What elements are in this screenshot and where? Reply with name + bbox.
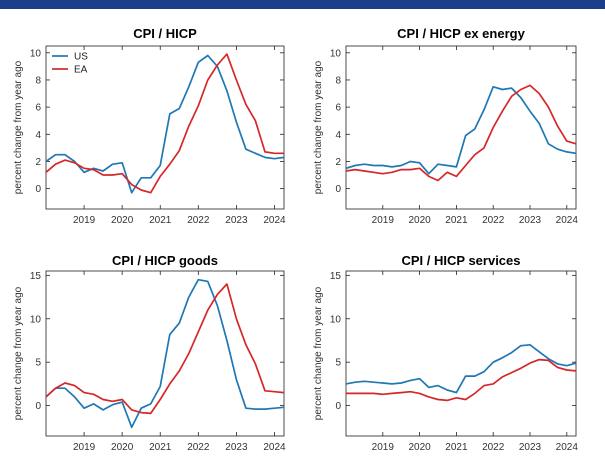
y-tick-label: 0	[335, 401, 341, 412]
x-tick-label: 2020	[408, 215, 431, 226]
chart-panel: CPI / HICP services percent change from y…	[313, 253, 578, 453]
x-tick-label: 2019	[372, 442, 395, 453]
x-tick-label: 2024	[263, 442, 286, 453]
x-tick-label: 2020	[111, 215, 134, 226]
plot-frame	[45, 45, 285, 210]
x-tick-label: 2021	[445, 442, 468, 453]
x-tick-label: 2022	[482, 442, 505, 453]
series-line-ea	[346, 358, 577, 402]
chart-title: CPI / HICP	[133, 26, 197, 41]
y-tick-label: 15	[30, 271, 42, 282]
legend-label: US	[74, 52, 88, 63]
x-tick-label: 2024	[263, 215, 286, 226]
x-tick-label: 2019	[73, 442, 96, 453]
chart-panel: CPI / HICP percent change from year ago 0 2…	[13, 26, 286, 226]
y-tick-label: 5	[35, 358, 41, 369]
series-line-us	[45, 278, 285, 429]
y-tick-label: 0	[35, 184, 41, 195]
y-tick-label: 6	[335, 103, 341, 114]
x-tick-label: 2020	[408, 442, 431, 453]
x-tick-label: 2023	[225, 442, 248, 453]
y-tick-label: 8	[35, 75, 41, 86]
series-line-us	[345, 85, 577, 175]
y-axis-label: percent change from year ago	[313, 60, 324, 194]
x-tick-label: 2024	[556, 442, 579, 453]
y-tick-label: 2	[35, 157, 41, 168]
chart-title: CPI / HICP services	[402, 253, 521, 268]
y-tick-label: 5	[335, 358, 341, 369]
series-line-ea	[345, 84, 577, 182]
y-tick-label: 4	[35, 130, 41, 141]
x-tick-label: 2023	[519, 215, 542, 226]
y-tick-label: 8	[335, 75, 341, 86]
plot-frame	[345, 270, 577, 437]
y-tick-label: 4	[335, 130, 341, 141]
chart-title: CPI / HICP goods	[112, 253, 218, 268]
chart-panel: CPI / HICP goods percent change from year…	[13, 253, 286, 453]
x-tick-label: 2021	[149, 442, 172, 453]
y-axis-label: percent change from year ago	[13, 286, 24, 420]
chart-panel: CPI / HICP ex energy percent change from …	[313, 26, 578, 226]
y-tick-label: 10	[330, 48, 342, 59]
y-tick-label: 15	[330, 271, 342, 282]
x-tick-label: 2023	[519, 442, 542, 453]
x-tick-label: 2023	[225, 215, 248, 226]
y-tick-label: 0	[35, 401, 41, 412]
x-tick-label: 2021	[149, 215, 172, 226]
y-tick-label: 10	[330, 314, 342, 325]
x-tick-label: 2024	[556, 215, 579, 226]
legend-label: EA	[74, 65, 88, 76]
x-tick-label: 2021	[445, 215, 468, 226]
x-tick-label: 2019	[73, 215, 96, 226]
top-accent-bar	[0, 0, 605, 9]
chart-title: CPI / HICP ex energy	[397, 26, 525, 41]
series-line-us	[345, 343, 577, 394]
y-axis-label: percent change from year ago	[13, 60, 24, 194]
y-tick-label: 10	[30, 48, 42, 59]
y-tick-label: 0	[335, 184, 341, 195]
x-tick-label: 2022	[187, 215, 210, 226]
x-tick-label: 2022	[482, 215, 505, 226]
series-line-us	[45, 54, 285, 194]
x-tick-label: 2020	[111, 442, 134, 453]
plot-frame	[345, 45, 577, 210]
y-tick-label: 6	[35, 103, 41, 114]
series-line-ea	[45, 53, 284, 194]
x-tick-label: 2022	[187, 442, 210, 453]
plot-frame	[45, 270, 285, 437]
y-tick-label: 2	[335, 157, 341, 168]
x-tick-label: 2019	[372, 215, 395, 226]
series-line-ea	[45, 283, 285, 415]
y-axis-label: percent change from year ago	[313, 286, 324, 420]
y-tick-label: 10	[30, 314, 42, 325]
